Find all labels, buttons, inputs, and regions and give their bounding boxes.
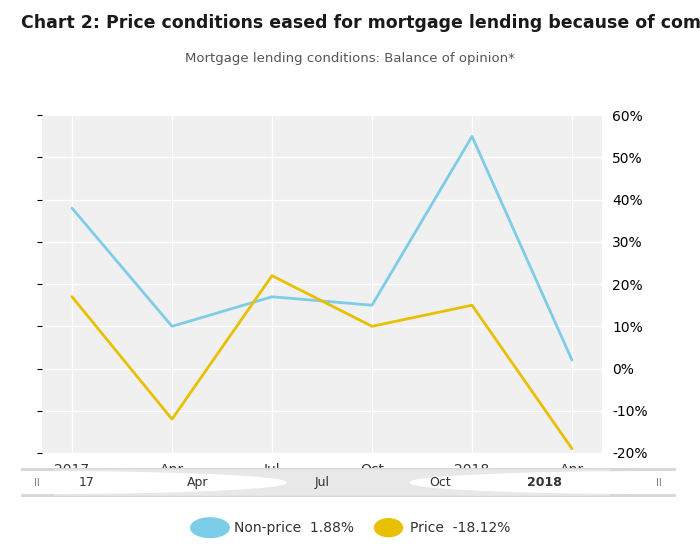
Text: 2018: 2018	[527, 476, 562, 489]
Text: II: II	[657, 478, 662, 488]
Text: Price  -18.12%: Price -18.12%	[410, 522, 510, 535]
Text: Non-price  1.88%: Non-price 1.88%	[234, 522, 354, 535]
FancyBboxPatch shape	[54, 469, 610, 496]
Ellipse shape	[374, 519, 402, 536]
Text: Apr: Apr	[187, 476, 209, 489]
Text: II: II	[34, 478, 40, 488]
Ellipse shape	[190, 518, 230, 537]
Text: 17: 17	[78, 476, 95, 489]
Text: Chart 2: Price conditions eased for mortgage lending because of competition: Chart 2: Price conditions eased for mort…	[21, 14, 700, 32]
Circle shape	[0, 472, 286, 494]
Text: Oct: Oct	[429, 476, 451, 489]
Text: Mortgage lending conditions: Balance of opinion*: Mortgage lending conditions: Balance of …	[185, 52, 515, 65]
Circle shape	[410, 472, 700, 494]
Text: Jul: Jul	[314, 476, 330, 489]
